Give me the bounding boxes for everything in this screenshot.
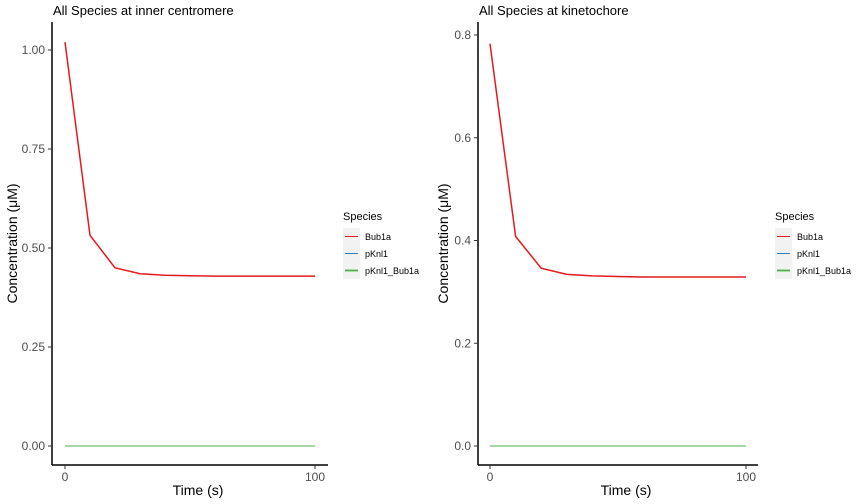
legend: Species Bub1a pKnl1 pKnl1_Bub1a: [775, 211, 851, 279]
chart-title: All Species at inner centromere: [53, 3, 234, 18]
y-axis-label: Concentration (μM): [4, 183, 20, 303]
legend-title: Species: [775, 211, 815, 223]
y-tick-label: 0.8: [454, 28, 471, 42]
x-axis-label: Time (s): [173, 482, 224, 498]
chart-title: All Species at kinetochore: [479, 3, 629, 18]
y-tick-label: 0.50: [22, 241, 46, 255]
legend-item-label: pKnl1_Bub1a: [365, 266, 419, 276]
x-tick-label: 0: [487, 470, 494, 484]
legend-item-label: pKnl1: [365, 249, 388, 259]
legend-item-label: pKnl1_Bub1a: [797, 266, 851, 276]
y-tick-label: 0.0: [454, 439, 471, 453]
y-tick-label: 0.00: [22, 439, 46, 453]
y-tick-label: 0.75: [22, 142, 46, 156]
series-line-bub1a: [64, 42, 315, 277]
y-tick-label: 1.00: [22, 43, 46, 57]
chart-panel-2: All Species at kinetochore 0.0 0.2 0.4 0.6 0.…: [435, 3, 851, 498]
x-axis-label: Time (s): [601, 482, 652, 498]
y-tick-label: 0.6: [454, 131, 471, 145]
x-tick-label: 100: [305, 470, 325, 484]
x-tick-label: 100: [736, 470, 756, 484]
legend: Species Bub1a pKnl1 pKnl1_Bub1a: [343, 211, 419, 279]
legend-title: Species: [343, 211, 383, 223]
y-tick-label: 0.4: [454, 234, 471, 248]
legend-item-label: Bub1a: [365, 232, 391, 242]
series-line-bub1a: [489, 43, 746, 278]
x-tick-label: 0: [62, 470, 69, 484]
legend-item-label: pKnl1: [797, 249, 820, 259]
chart-panel-1: All Species at inner centromere 0.00 0.25 0…: [4, 3, 419, 498]
y-tick-label: 0.2: [454, 336, 471, 350]
y-axis-label: Concentration (μM): [435, 183, 451, 303]
y-tick-label: 0.25: [22, 340, 46, 354]
legend-item-label: Bub1a: [797, 232, 823, 242]
